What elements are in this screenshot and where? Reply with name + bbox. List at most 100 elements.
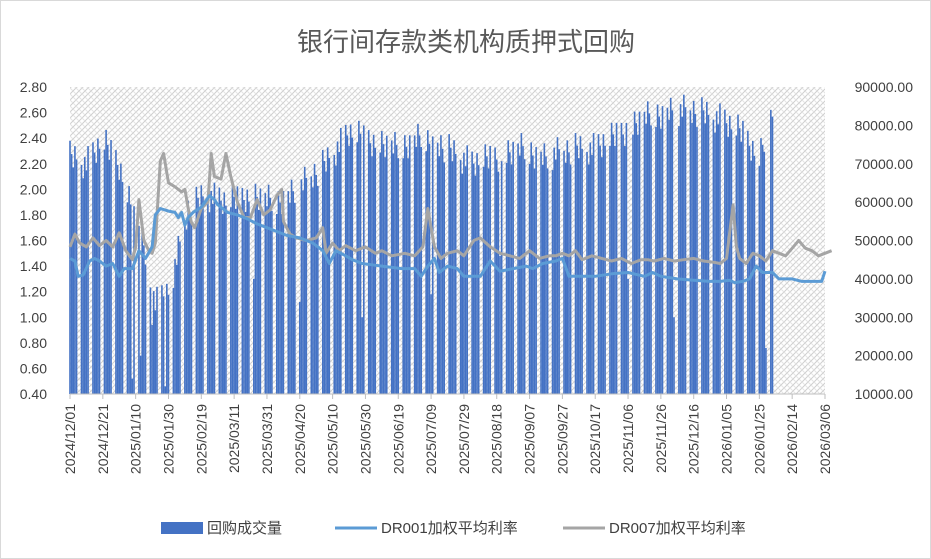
- right-tick-label: 80000.00: [855, 117, 914, 133]
- volume-bar: [282, 191, 285, 394]
- volume-bar: [418, 135, 421, 394]
- volume-bar: [133, 206, 135, 394]
- volume-bar: [257, 209, 260, 394]
- right-tick-label: 10000.00: [855, 386, 914, 402]
- volume-bar: [428, 143, 431, 394]
- volume-bar: [207, 199, 209, 394]
- volume-bar: [500, 161, 503, 394]
- volume-bar: [374, 147, 377, 394]
- volume-bar: [70, 154, 73, 394]
- volume-bar: [420, 146, 423, 394]
- volume-bar: [361, 317, 363, 394]
- volume-bar: [184, 223, 186, 394]
- volume-bar: [591, 155, 593, 394]
- volume-bar: [499, 255, 501, 394]
- volume-bar: [129, 204, 132, 394]
- volume-bar: [646, 101, 649, 395]
- legend: 回购成交量 DR001加权平均利率 DR007加权平均利率: [161, 519, 746, 537]
- x-tick-label: 2025/05/10: [325, 404, 341, 474]
- right-tick-label: 30000.00: [855, 309, 914, 325]
- volume-bar: [167, 294, 170, 394]
- volume-bar: [535, 147, 537, 394]
- volume-bar: [702, 110, 705, 395]
- volume-bar: [551, 170, 554, 394]
- volume-bar: [520, 133, 523, 395]
- volume-bar: [344, 124, 347, 394]
- volume-bar: [244, 212, 247, 394]
- volume-bar: [131, 378, 134, 394]
- volume-bar: [523, 159, 526, 394]
- volume-bar: [174, 259, 176, 394]
- volume-bar: [740, 141, 743, 394]
- volume-bar: [256, 196, 258, 394]
- volume-bar: [220, 200, 222, 394]
- volume-bar: [246, 189, 249, 394]
- volume-bar: [671, 110, 674, 394]
- volume-bar: [351, 137, 354, 395]
- volume-bar: [597, 134, 600, 394]
- left-tick-label: 1.40: [20, 258, 47, 274]
- volume-bar: [660, 128, 662, 395]
- volume-bar: [241, 187, 244, 394]
- volume-bar: [425, 151, 427, 394]
- volume-bar: [555, 159, 557, 394]
- left-tick-label: 2.20: [20, 156, 47, 172]
- dr001-line: [69, 194, 827, 285]
- volume-bar: [610, 122, 613, 395]
- volume-bar: [325, 171, 327, 394]
- rate-lines: [68, 152, 833, 285]
- volume-bar: [269, 197, 272, 394]
- volume-bar: [223, 192, 226, 394]
- volume-bar: [74, 146, 76, 394]
- volume-bar: [614, 145, 616, 394]
- right-tick-label: 90000.00: [855, 79, 914, 95]
- volume-bar: [715, 111, 718, 394]
- volume-bar: [346, 135, 349, 394]
- left-tick-label: 1.60: [20, 233, 47, 249]
- volume-bar: [751, 140, 754, 394]
- volume-bar: [312, 187, 314, 394]
- volume-bar: [459, 160, 462, 394]
- volume-bar: [139, 355, 142, 394]
- volume-bar: [679, 104, 682, 395]
- legend-label-dr007: DR007加权平均利率: [609, 520, 746, 537]
- volume-bar: [612, 134, 615, 394]
- volume-bar: [546, 168, 549, 394]
- volume-bar: [510, 164, 513, 394]
- volume-bar: [545, 156, 547, 394]
- x-tick-label: 2025/01/10: [128, 404, 144, 474]
- volume-bar: [195, 186, 198, 394]
- volume-bar: [487, 168, 490, 394]
- volume-bar: [280, 214, 283, 394]
- volume-bar: [103, 149, 106, 394]
- volume-bar: [692, 100, 695, 395]
- volume-bar: [85, 170, 88, 394]
- left-tick-label: 2.60: [20, 105, 47, 121]
- volume-bar: [505, 162, 508, 394]
- volume-bar: [213, 182, 216, 394]
- volume-bar: [202, 196, 204, 394]
- volume-bar: [292, 191, 295, 394]
- volume-bar: [727, 136, 729, 394]
- volume-bar: [384, 157, 386, 394]
- volume-bar: [673, 317, 675, 394]
- volume-bar: [392, 153, 395, 394]
- volume-bar: [408, 135, 411, 395]
- volume-bar: [495, 159, 498, 394]
- x-tick-label: 2025/02/19: [193, 404, 209, 474]
- volume-bar: [340, 127, 342, 394]
- volume-bar: [771, 116, 774, 394]
- volume-bar: [267, 184, 270, 394]
- volume-bar: [648, 113, 651, 395]
- volume-bar: [633, 111, 636, 395]
- volume-bar: [661, 106, 664, 394]
- volume-bar: [586, 151, 588, 394]
- volume-bar: [356, 142, 359, 394]
- volume-bar: [540, 151, 542, 394]
- volume-bar: [556, 137, 559, 395]
- volume-bar: [277, 191, 280, 394]
- volume-bar: [404, 135, 406, 394]
- volume-bar: [407, 158, 409, 394]
- right-tick-label: 20000.00: [855, 348, 914, 364]
- volume-bar: [518, 155, 521, 394]
